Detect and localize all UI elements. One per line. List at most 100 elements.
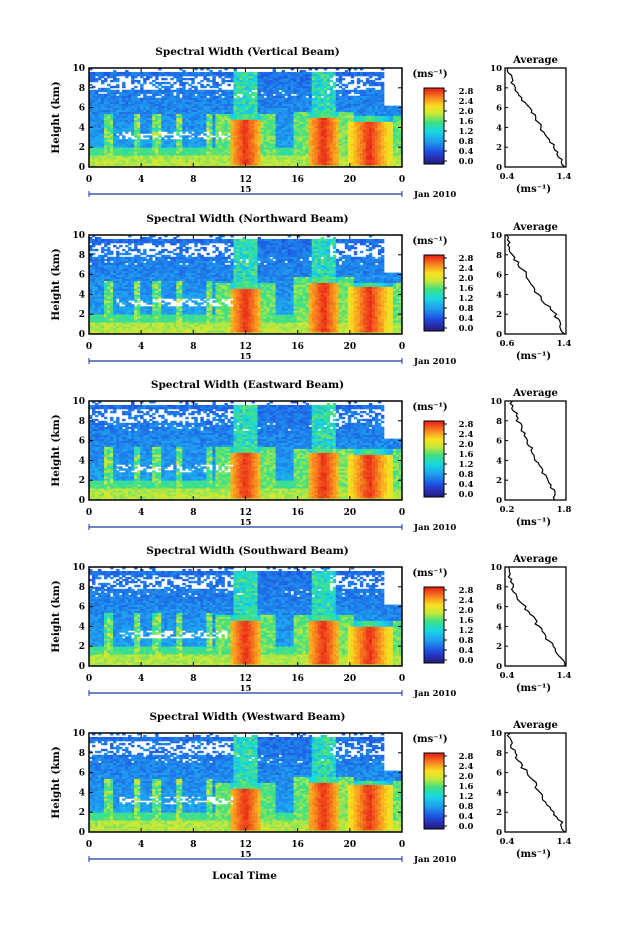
heatmap-cell xyxy=(185,71,189,75)
heatmap-cell xyxy=(197,137,201,140)
heatmap-cell xyxy=(173,71,177,75)
heatmap-cell xyxy=(101,93,105,97)
heatmap-cell xyxy=(212,89,216,93)
heatmap-cell xyxy=(143,135,147,138)
heatmap-cell xyxy=(110,238,114,242)
heatmap-cell xyxy=(164,71,168,75)
heatmap-cell xyxy=(104,71,108,75)
heatmap-cell xyxy=(137,89,141,93)
heatmap-cell xyxy=(161,95,165,99)
heatmap-cell xyxy=(104,262,108,266)
x-tick-label: 0 xyxy=(86,175,92,185)
heatmap-cell xyxy=(161,137,165,140)
heatmap-cell xyxy=(155,71,159,75)
heatmap-cell xyxy=(383,105,388,108)
heatmap-cell xyxy=(119,139,123,142)
heatmap-cell xyxy=(206,71,210,75)
panel-0: Spectral Width (Vertical Beam)0246810Hei… xyxy=(50,46,571,200)
heatmap-cell xyxy=(368,79,373,83)
heatmap-cell xyxy=(110,262,114,266)
heatmap-cell xyxy=(338,89,343,93)
heatmap-cell xyxy=(164,135,168,138)
heatmap-cell xyxy=(329,71,334,75)
heatmap-cell xyxy=(101,254,105,258)
heatmap-cell xyxy=(284,97,289,101)
heatmap-cell xyxy=(356,77,361,81)
heatmap-cell xyxy=(167,85,171,89)
heatmap-cell xyxy=(332,81,337,85)
heatmap-cell xyxy=(215,139,219,142)
heatmap-cell xyxy=(275,71,280,75)
heatmap-cell xyxy=(218,93,222,97)
heatmap-cell xyxy=(122,135,126,138)
heatmap-cell xyxy=(122,81,126,85)
heatmap-cell xyxy=(119,91,123,95)
heatmap-cell xyxy=(116,95,120,99)
heatmap-cell xyxy=(131,87,135,91)
heatmap-cell xyxy=(233,97,237,101)
heatmap-cell xyxy=(266,71,270,75)
heatmap-cell xyxy=(362,89,367,93)
heatmap-cell xyxy=(203,71,207,75)
heatmap-cell xyxy=(335,83,340,87)
heatmap-cell xyxy=(341,87,346,91)
heatmap-cell xyxy=(347,95,352,99)
heatmap-cell xyxy=(212,71,216,75)
heatmap-cell xyxy=(161,89,165,93)
heatmap-cell xyxy=(92,248,96,252)
heatmap-cell xyxy=(203,139,207,142)
x-tick-label: 16 xyxy=(291,175,304,185)
heatmap-cell xyxy=(203,133,207,136)
avg-y-tick-label: 10 xyxy=(490,64,502,74)
heatmap-cell xyxy=(290,95,295,99)
avg-title: Average xyxy=(512,55,558,66)
heatmap-cell xyxy=(161,71,165,75)
heatmap-cell xyxy=(227,89,231,93)
heatmap-cell xyxy=(338,95,343,99)
heatmap-cell xyxy=(161,81,165,85)
heatmap-cell xyxy=(320,71,325,75)
heatmap-cell xyxy=(134,139,138,142)
heatmap-cell xyxy=(326,71,331,75)
heatmap-cell xyxy=(167,135,171,138)
heatmap-cell xyxy=(191,133,195,136)
heatmap-cell xyxy=(239,71,243,75)
heatmap-cell xyxy=(110,256,114,260)
heatmap-cell xyxy=(158,71,162,75)
heatmap-cell xyxy=(371,87,376,91)
heatmap-cell xyxy=(374,71,379,75)
heatmap-cell xyxy=(164,139,168,142)
heatmap-cell xyxy=(206,139,210,142)
heatmap-cell xyxy=(296,71,301,75)
heatmap-cell xyxy=(254,91,258,95)
heatmap-cell xyxy=(332,71,337,75)
heatmap-cell xyxy=(176,71,180,75)
heatmap-cell xyxy=(377,81,382,85)
heatmap-cell xyxy=(101,87,105,91)
heatmap-cell xyxy=(209,89,213,93)
heatmap-cell xyxy=(374,77,379,81)
heatmap-cell xyxy=(218,137,222,140)
heatmap-cell xyxy=(122,89,126,93)
heatmap-cell xyxy=(188,139,192,142)
heatmap-cell xyxy=(350,95,355,99)
heatmap-cell xyxy=(101,238,105,242)
heatmap-cell xyxy=(344,69,349,73)
heatmap-cell xyxy=(209,85,213,89)
panel-1: Spectral Width (Northward Beam)0246810He… xyxy=(50,213,571,367)
heatmap-cell xyxy=(287,71,292,75)
heatmap-cell xyxy=(215,89,219,93)
heatmap-cell xyxy=(158,139,162,142)
colorbar-unit: (ms⁻¹) xyxy=(412,69,447,80)
heatmap-cell xyxy=(263,97,267,101)
heatmap-cell xyxy=(191,89,195,93)
heatmap-cell xyxy=(263,71,267,75)
heatmap-cell xyxy=(116,135,120,138)
heatmap-cell xyxy=(137,97,141,101)
heatmap-cell xyxy=(206,89,210,93)
heatmap-cell xyxy=(308,71,313,75)
heatmap-cell xyxy=(185,89,189,93)
heatmap-cell xyxy=(236,95,240,99)
heatmap-cell xyxy=(170,135,174,138)
heatmap-cell xyxy=(182,77,186,81)
